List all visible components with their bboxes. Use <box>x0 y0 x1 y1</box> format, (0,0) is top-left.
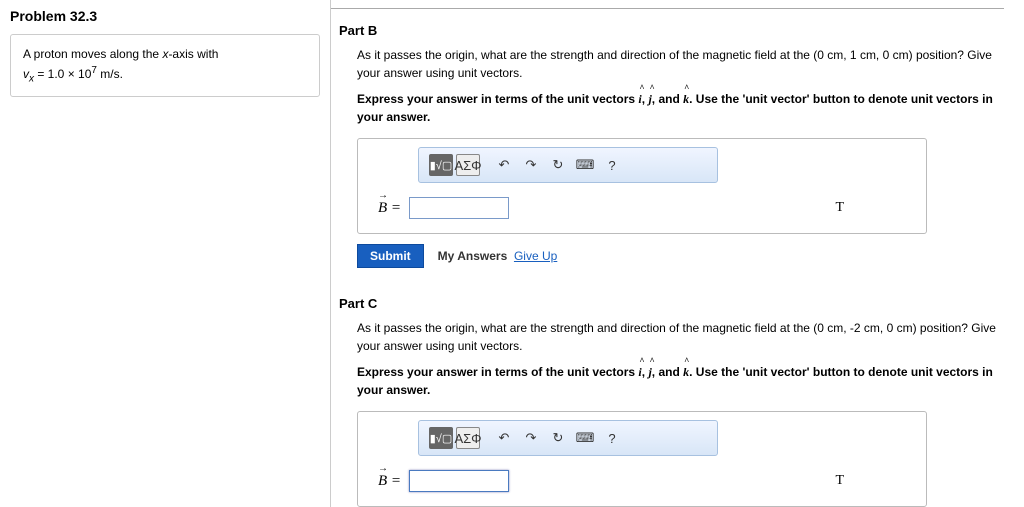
redo-icon[interactable]: ↷ <box>519 427 543 449</box>
unit-label: T <box>835 473 844 489</box>
answer-box: ▮√▢ ΑΣΦ ↶ ↷ ↻ ⌨ ? B = T <box>357 138 927 234</box>
part-c: Part C As it passes the origin, what are… <box>331 282 1024 507</box>
button-row: Submit My Answers Give Up <box>357 244 1004 268</box>
help-icon[interactable]: ? <box>600 427 624 449</box>
equation-toolbar: ▮√▢ ΑΣΦ ↶ ↷ ↻ ⌨ ? <box>418 147 718 183</box>
variable-label: B = <box>378 200 401 217</box>
undo-icon[interactable]: ↶ <box>492 427 516 449</box>
give-up-link[interactable]: Give Up <box>514 249 557 263</box>
part-instruction: Express your answer in terms of the unit… <box>357 90 1004 126</box>
part-prompt: As it passes the origin, what are the st… <box>357 46 1004 82</box>
greek-button[interactable]: ΑΣΦ <box>456 427 480 449</box>
template-button[interactable]: ▮√▢ <box>429 427 453 449</box>
keyboard-icon[interactable]: ⌨ <box>573 154 597 176</box>
help-icon[interactable]: ? <box>600 154 624 176</box>
answer-box: ▮√▢ ΑΣΦ ↶ ↷ ↻ ⌨ ? B = T <box>357 411 927 507</box>
equation-row: B = T <box>358 456 926 506</box>
problem-statement: A proton moves along the x-axis with vx … <box>10 34 320 97</box>
part-instruction: Express your answer in terms of the unit… <box>357 363 1004 399</box>
variable-label: B = <box>378 473 401 490</box>
answer-input[interactable] <box>409 197 509 219</box>
answer-input[interactable] <box>409 470 509 492</box>
right-column: Part B As it passes the origin, what are… <box>330 0 1024 507</box>
my-answers-link[interactable]: My Answers <box>438 249 508 263</box>
unit-label: T <box>835 200 844 216</box>
problem-title: Problem 32.3 <box>10 8 320 24</box>
redo-icon[interactable]: ↷ <box>519 154 543 176</box>
left-column: Problem 32.3 A proton moves along the x-… <box>0 0 330 507</box>
equation-row: B = T <box>358 183 926 233</box>
part-prompt: As it passes the origin, what are the st… <box>357 319 1004 355</box>
reset-icon[interactable]: ↻ <box>546 154 570 176</box>
part-body: As it passes the origin, what are the st… <box>339 319 1004 507</box>
equation-toolbar: ▮√▢ ΑΣΦ ↶ ↷ ↻ ⌨ ? <box>418 420 718 456</box>
keyboard-icon[interactable]: ⌨ <box>573 427 597 449</box>
part-title: Part C <box>339 296 1004 311</box>
page-root: Problem 32.3 A proton moves along the x-… <box>0 0 1024 507</box>
part-title: Part B <box>339 23 1004 38</box>
reset-icon[interactable]: ↻ <box>546 427 570 449</box>
submit-button[interactable]: Submit <box>357 244 424 268</box>
template-button[interactable]: ▮√▢ <box>429 154 453 176</box>
greek-button[interactable]: ΑΣΦ <box>456 154 480 176</box>
part-b: Part B As it passes the origin, what are… <box>331 9 1024 282</box>
undo-icon[interactable]: ↶ <box>492 154 516 176</box>
part-body: As it passes the origin, what are the st… <box>339 46 1004 268</box>
